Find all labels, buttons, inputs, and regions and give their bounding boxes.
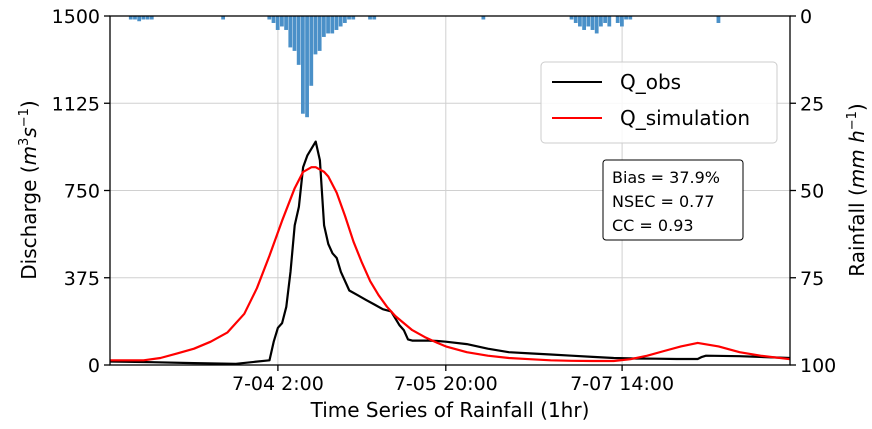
rainfall-bar: [582, 16, 586, 30]
rainfall-bar: [309, 16, 314, 86]
rainfall-bar: [145, 16, 150, 20]
stats-box-frame: [602, 159, 744, 241]
rainfall-bar: [578, 16, 582, 27]
rainfall-bars: [128, 16, 721, 118]
rainfall-bar: [330, 16, 335, 34]
rainfall-bar: [590, 16, 595, 30]
x-axis-title: Time Series of Rainfall (1hr): [310, 398, 590, 422]
left-tick-label: 750: [64, 181, 100, 203]
right-tick-label: 50: [800, 181, 824, 203]
right-tick-label: 0: [800, 6, 812, 28]
discharge-lines: [109, 140, 791, 365]
rainfall-bar: [628, 16, 633, 20]
rainfall-bar: [594, 16, 599, 34]
right-axis-ticks: 0 25 50 75 100: [790, 6, 836, 377]
left-axis-ticks: 0 375 750 1125 1500: [52, 6, 110, 377]
stats-nsec: NSEC = 0.77: [612, 192, 715, 211]
rainfall-bar: [321, 16, 326, 37]
rainfall-bar: [305, 16, 309, 118]
rainfall-bar: [338, 16, 343, 27]
rainfall-bar: [716, 16, 721, 23]
x-axis-ticks: 7-04 2:00 7-05 20:00 7-07 14:00: [232, 365, 674, 395]
rainfall-bar: [624, 16, 628, 20]
rainfall-bar: [133, 16, 137, 20]
stats-bias: Bias = 37.9%: [612, 168, 720, 187]
rainfall-bar: [620, 16, 624, 27]
rainfall-bar: [569, 16, 574, 20]
rainfall-bar: [573, 16, 578, 23]
x-tick-label: 7-05 20:00: [394, 373, 498, 395]
stats-cc: CC = 0.93: [612, 216, 694, 235]
legend-label-q-obs: Q_obs: [620, 70, 681, 94]
rainfall-bar: [334, 16, 339, 30]
rainfall-bar: [141, 16, 146, 20]
rainfall-bar: [326, 16, 330, 34]
rainfall-bar: [149, 16, 154, 20]
rainfall-bar: [296, 16, 301, 65]
rainfall-bar: [607, 16, 612, 27]
rainfall-bar: [284, 16, 288, 30]
left-tick-label: 1500: [52, 6, 100, 28]
rainfall-bar: [137, 16, 142, 22]
rainfall-bar: [368, 16, 372, 20]
rainfall-bar: [313, 16, 318, 55]
rainfall-bar: [280, 16, 284, 27]
series-line-q-simulation: [110, 166, 791, 363]
rainfall-bar: [481, 16, 486, 20]
left-tick-label: 0: [88, 355, 100, 377]
left-tick-label: 1125: [52, 93, 100, 115]
x-tick-label: 7-07 14:00: [570, 373, 674, 395]
rainfall-bar: [288, 16, 293, 48]
rainfall-bar: [221, 16, 226, 20]
left-tick-label: 375: [64, 268, 100, 290]
rainfall-bar: [128, 16, 133, 20]
rainfall-bar: [347, 16, 351, 20]
rainfall-bar: [342, 16, 347, 23]
rainfall-bar: [275, 16, 280, 30]
right-tick-label: 100: [800, 355, 836, 377]
right-tick-label: 75: [800, 268, 824, 290]
legend: Q_obs Q_simulation: [540, 61, 778, 144]
rainfall-bar: [271, 16, 276, 23]
right-axis-title: Rainfall (mm h−1): [845, 103, 869, 277]
series-line-q-obs: [109, 140, 791, 365]
rainfall-bar: [586, 16, 591, 27]
rainfall-bar: [267, 16, 272, 20]
rainfall-bar: [599, 16, 603, 27]
rainfall-bar: [300, 16, 305, 114]
x-tick-label: 7-04 2:00: [232, 373, 324, 395]
right-tick-label: 25: [800, 93, 824, 115]
rainfall-bar: [292, 16, 297, 51]
rainfall-bar: [317, 16, 322, 51]
rainfall-bar: [351, 16, 356, 20]
rainfall-bar: [615, 16, 620, 23]
left-axis-title: Discharge (m3s−1): [17, 100, 41, 280]
legend-label-q-simulation: Q_simulation: [620, 106, 750, 130]
rainfall-bar: [603, 16, 607, 23]
rainfall-bar: [372, 16, 377, 20]
stats-box: Bias = 37.9% NSEC = 0.77 CC = 0.93: [602, 159, 744, 241]
